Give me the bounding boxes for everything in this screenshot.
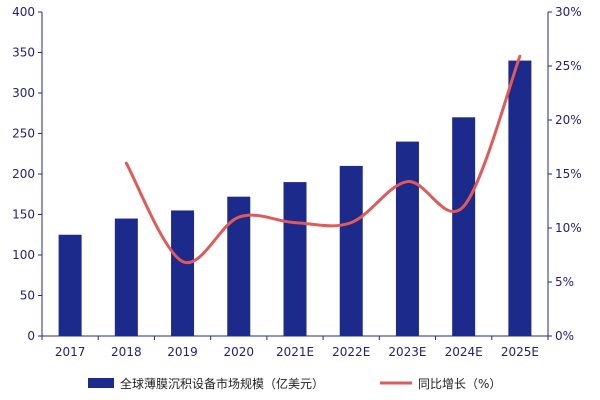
left-tick-label: 100 — [12, 248, 35, 262]
bars-group — [58, 60, 532, 336]
bar-2017 — [58, 234, 82, 336]
left-tick-label: 0 — [27, 329, 35, 343]
legend-label-line: 同比增长（%） — [418, 377, 501, 391]
right-tick-label: 20% — [555, 113, 582, 127]
axes-group: 0 50 100 150 200 250 300 350 400 0% 5% 10% 15% 20% 25%… — [12, 5, 582, 359]
right-tick-label: 10% — [555, 221, 582, 235]
bar-2023E — [395, 141, 419, 336]
legend: 全球薄膜沉积设备市场规模（亿美元） 同比增长（%） — [88, 376, 501, 391]
growth-line — [124, 54, 522, 265]
bar-2021E — [283, 182, 307, 336]
right-tick-label: 15% — [555, 167, 582, 181]
bar-2020 — [227, 196, 251, 336]
x-tick-label: 2025E — [501, 345, 539, 359]
x-tick-label: 2018 — [111, 345, 142, 359]
left-tick-label: 250 — [12, 127, 35, 141]
right-tick-label: 30% — [555, 5, 582, 19]
x-tick-label: 2024E — [445, 345, 483, 359]
x-tick-label: 2021E — [276, 345, 314, 359]
left-tick-label: 150 — [12, 208, 35, 222]
right-tick-label: 0% — [555, 329, 574, 343]
legend-label-bars: 全球薄膜沉积设备市场规模（亿美元） — [120, 376, 324, 391]
right-tick-label: 5% — [555, 275, 574, 289]
left-tick-label: 50 — [20, 289, 35, 303]
bar-2025E — [508, 60, 532, 336]
bar-2019 — [171, 210, 195, 336]
x-tick-label: 2020 — [224, 345, 255, 359]
x-tick-label: 2022E — [332, 345, 370, 359]
x-tick-label: 2017 — [55, 345, 86, 359]
left-tick-label: 400 — [12, 5, 35, 19]
bar-2018 — [114, 218, 138, 336]
right-tick-label: 25% — [555, 59, 582, 73]
bar-2022E — [339, 165, 363, 336]
growth-line-group — [124, 54, 522, 265]
left-tick-label: 300 — [12, 86, 35, 100]
bar-2024E — [452, 117, 476, 336]
legend-swatch-bars — [88, 378, 114, 388]
x-tick-label: 2019 — [167, 345, 198, 359]
x-tick-label: 2023E — [388, 345, 426, 359]
left-tick-label: 350 — [12, 46, 35, 60]
left-tick-label: 200 — [12, 167, 35, 181]
